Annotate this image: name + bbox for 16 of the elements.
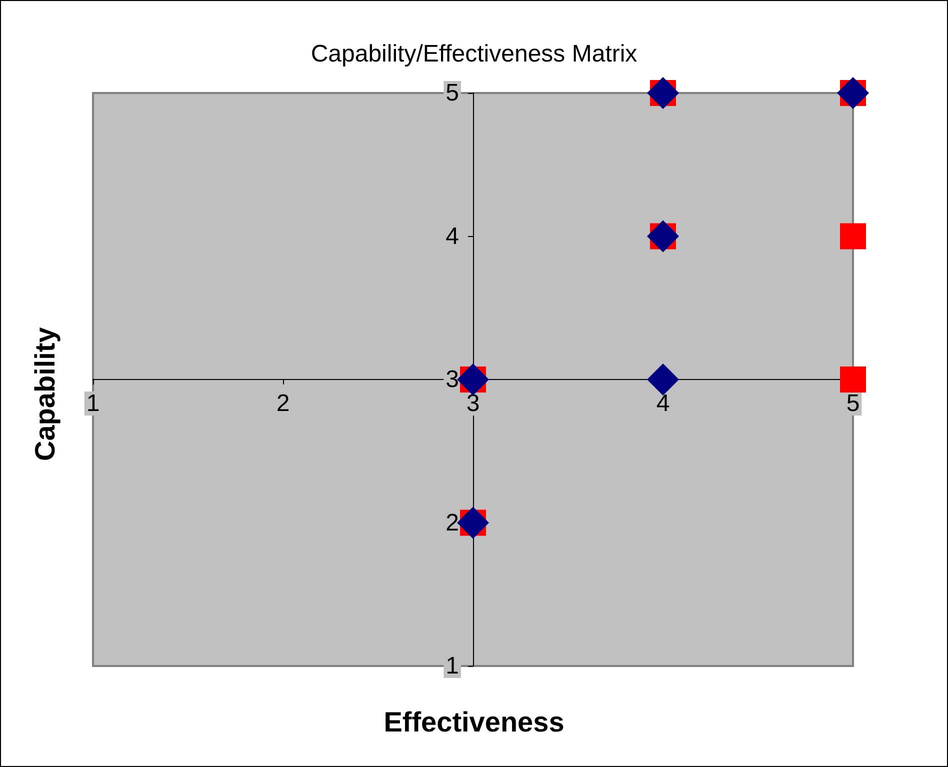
- y-tick-label: 4: [446, 222, 459, 250]
- x-tick-label: 5: [846, 390, 860, 417]
- x-tick-label: 4: [656, 390, 670, 417]
- x-axis-title: Effectiveness: [384, 706, 564, 738]
- point: [840, 223, 866, 250]
- y-tick-label: 5: [446, 80, 459, 106]
- y-tick-label: 2: [446, 509, 459, 536]
- x-tick-label: 3: [466, 390, 480, 417]
- x-tick-label: 1: [86, 390, 100, 417]
- chart-title: Capability/Effectiveness Matrix: [310, 40, 638, 68]
- point: [647, 364, 679, 396]
- x-tick-label: 2: [276, 390, 290, 417]
- y-tick-label: 3: [446, 366, 459, 393]
- y-axis-title: Capability: [30, 326, 60, 461]
- y-tick-label: 1: [446, 652, 459, 680]
- point: [840, 366, 866, 392]
